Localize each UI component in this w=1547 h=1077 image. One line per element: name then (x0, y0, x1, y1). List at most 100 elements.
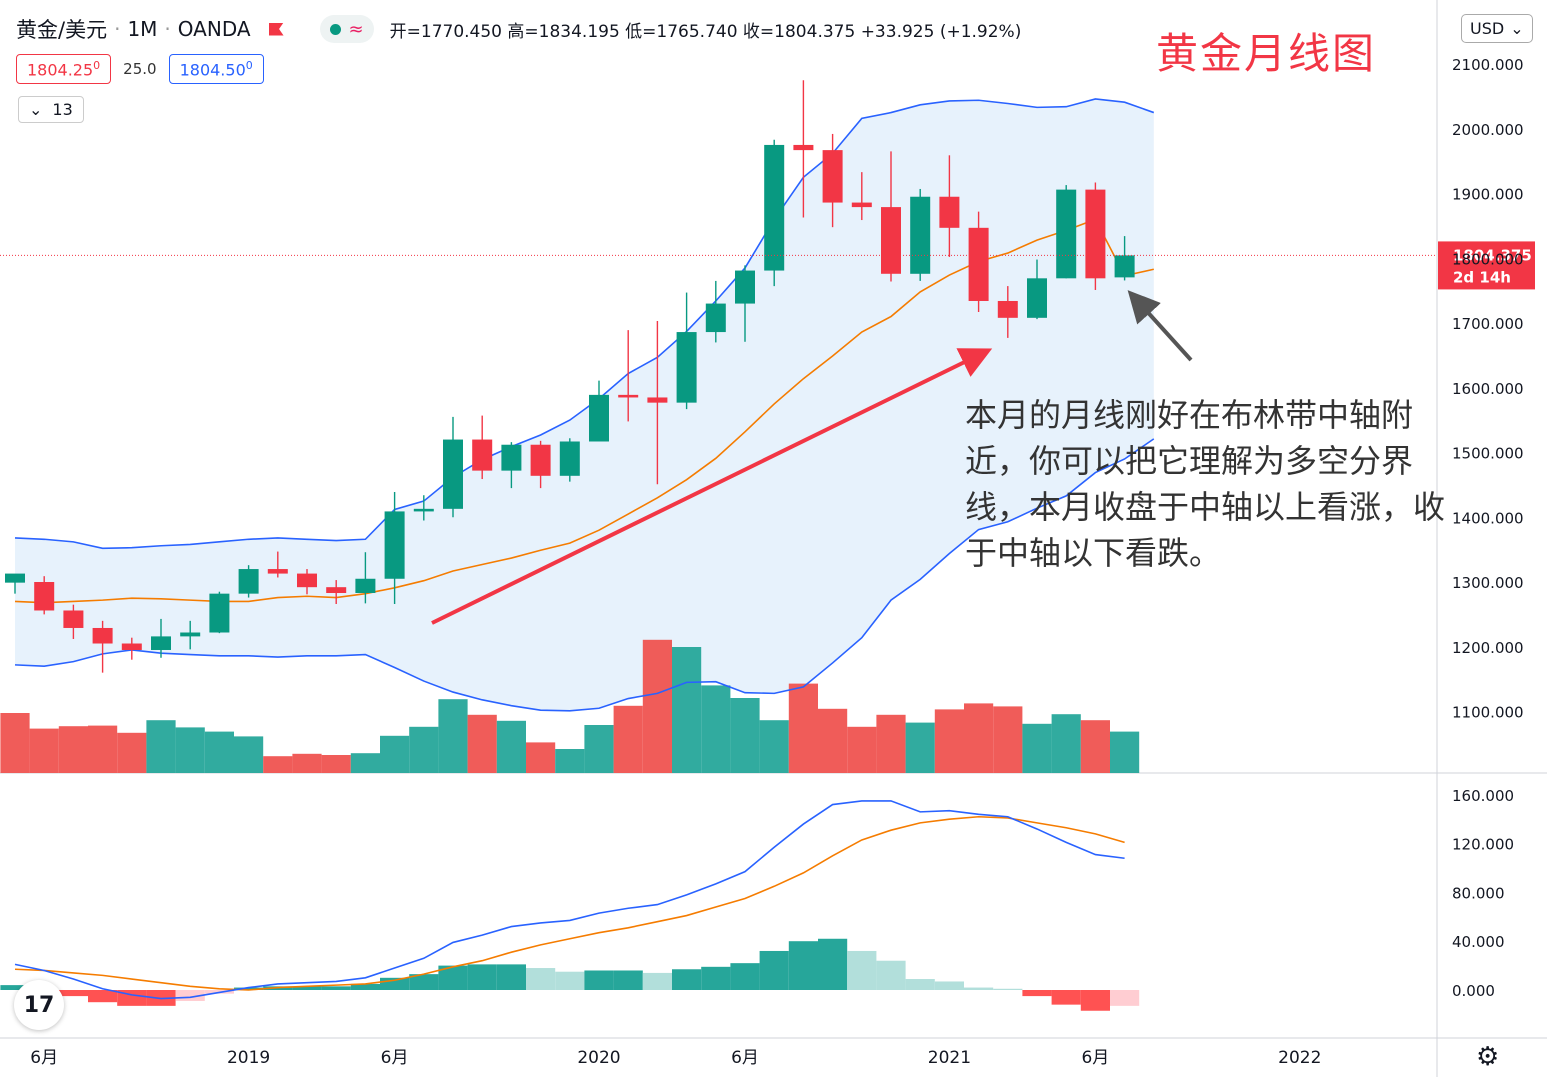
candle-body (326, 587, 347, 594)
candle-body (92, 627, 113, 644)
macd-histogram-bar (788, 941, 818, 990)
candle-body (501, 444, 522, 471)
macd-histogram-bar (88, 990, 118, 1003)
macd-histogram-bar (905, 979, 935, 990)
macd-histogram-bar (847, 950, 877, 990)
chart-header: 黄金/美元 · 1M · OANDA ≈ 开=1770.450 高=1834.1… (16, 14, 1021, 44)
volume-bar (818, 708, 848, 773)
bollinger-upper-line (14, 98, 1155, 550)
volume-bar (526, 742, 556, 773)
candle-body (705, 303, 726, 333)
price-axis-tick: 1700.000 (1452, 315, 1524, 333)
flag-icon[interactable] (268, 22, 284, 36)
indicators-toggle-button[interactable]: ⌄ 13 (18, 96, 84, 123)
candle-body (764, 144, 785, 271)
bid-ask-row: 1804.250 25.0 1804.500 (16, 54, 264, 85)
volume-bar (672, 647, 702, 773)
symbol-name[interactable]: 黄金/美元 (16, 18, 108, 42)
candle-body (297, 573, 317, 588)
candle-body (472, 439, 493, 471)
time-axis-tick: 2022 (1278, 1048, 1321, 1068)
volume-bar (204, 731, 234, 773)
candle-body (238, 569, 259, 594)
macd-axis-tick: 40.000 (1452, 933, 1505, 951)
volume-bar (29, 728, 59, 773)
candle-body (939, 196, 960, 228)
candle-body (589, 394, 609, 442)
candle-body (121, 643, 142, 650)
volume-bar (730, 698, 760, 773)
macd-histogram-bar (409, 974, 439, 990)
bid-price: 1804.25 (27, 60, 94, 80)
bid-price-sup: 0 (93, 59, 101, 72)
gear-icon[interactable]: ⚙ (1476, 1042, 1500, 1072)
volume-bar (905, 722, 935, 773)
macd-histogram-bar (175, 990, 205, 1001)
volume-bar (321, 755, 351, 773)
candle-body (443, 439, 463, 509)
indicator-count: 13 (52, 100, 73, 119)
time-axis-tick: 2021 (928, 1048, 971, 1068)
volume-bar (292, 753, 322, 773)
macd-histogram-bar (1110, 990, 1140, 1006)
market-open-icon (329, 23, 341, 35)
macd-histogram-bar (876, 960, 906, 990)
time-axis-tick: 2020 (577, 1048, 620, 1068)
volume-bar (117, 732, 147, 773)
chart-overlay-title: 黄金月线图 (1156, 29, 1377, 78)
volume-bar (584, 725, 614, 773)
volume-bar (847, 726, 877, 773)
spread-value: 25.0 (123, 60, 157, 79)
bar-countdown-label: 2d 14h (1453, 268, 1511, 286)
macd-axis-tick: 80.000 (1452, 884, 1505, 902)
macd-histogram-bar (350, 983, 380, 990)
macd-histogram-bar (642, 972, 672, 990)
last-price-badge (1438, 241, 1535, 290)
price-axis-tick: 2000.000 (1452, 121, 1524, 139)
trend-arrow (431, 348, 993, 625)
tradingview-logo-icon[interactable]: 17 (14, 980, 64, 1030)
candle-body (384, 511, 405, 579)
volume-bar (876, 714, 906, 773)
macd-histogram-bar (993, 988, 1023, 990)
macd-histogram-bar (526, 968, 556, 990)
macd-histogram-bar (58, 990, 88, 997)
macd-histogram-bar (467, 964, 497, 990)
candle-body (209, 593, 230, 633)
candle-body (559, 441, 580, 476)
candle-body (151, 636, 171, 650)
sell-price-button[interactable]: 1804.250 (16, 54, 112, 85)
macd-histogram-bar (672, 969, 702, 990)
market-status-pill[interactable]: ≈ (319, 15, 374, 43)
interval-label[interactable]: 1M (127, 17, 158, 41)
candle-body (793, 144, 814, 151)
macd-histogram-bar (934, 981, 964, 990)
chevron-down-icon: ⌄ (1510, 19, 1524, 38)
candle-body (267, 569, 288, 574)
bollinger-lower-line (14, 438, 1155, 712)
currency-select[interactable]: USD ⌄ (1461, 14, 1533, 43)
candle-body (618, 394, 639, 398)
candle-body (647, 397, 668, 403)
volume-bar (263, 756, 293, 773)
macd-axis-tick: 120.000 (1452, 836, 1514, 854)
volume-bar (788, 683, 818, 773)
separator-dot: · (114, 17, 121, 41)
volume-bar (88, 725, 118, 773)
buy-price-button[interactable]: 1804.500 (168, 54, 264, 85)
volume-bar (1022, 723, 1052, 773)
volume-bar (759, 720, 789, 773)
volume-bar (555, 749, 585, 773)
source-label: OANDA (177, 17, 251, 41)
price-axis-tick: 1400.000 (1452, 509, 1524, 527)
macd-histogram-bar (0, 985, 30, 990)
volume-bar (642, 639, 672, 773)
macd-histogram-bar (292, 986, 322, 990)
volume-bar (146, 720, 176, 773)
macd-axis-tick: 160.000 (1452, 787, 1514, 805)
price-axis-tick: 1200.000 (1452, 639, 1524, 657)
volume-bar (438, 699, 468, 773)
ask-price: 1804.50 (179, 60, 246, 80)
price-axis-tick: 1500.000 (1452, 445, 1524, 463)
